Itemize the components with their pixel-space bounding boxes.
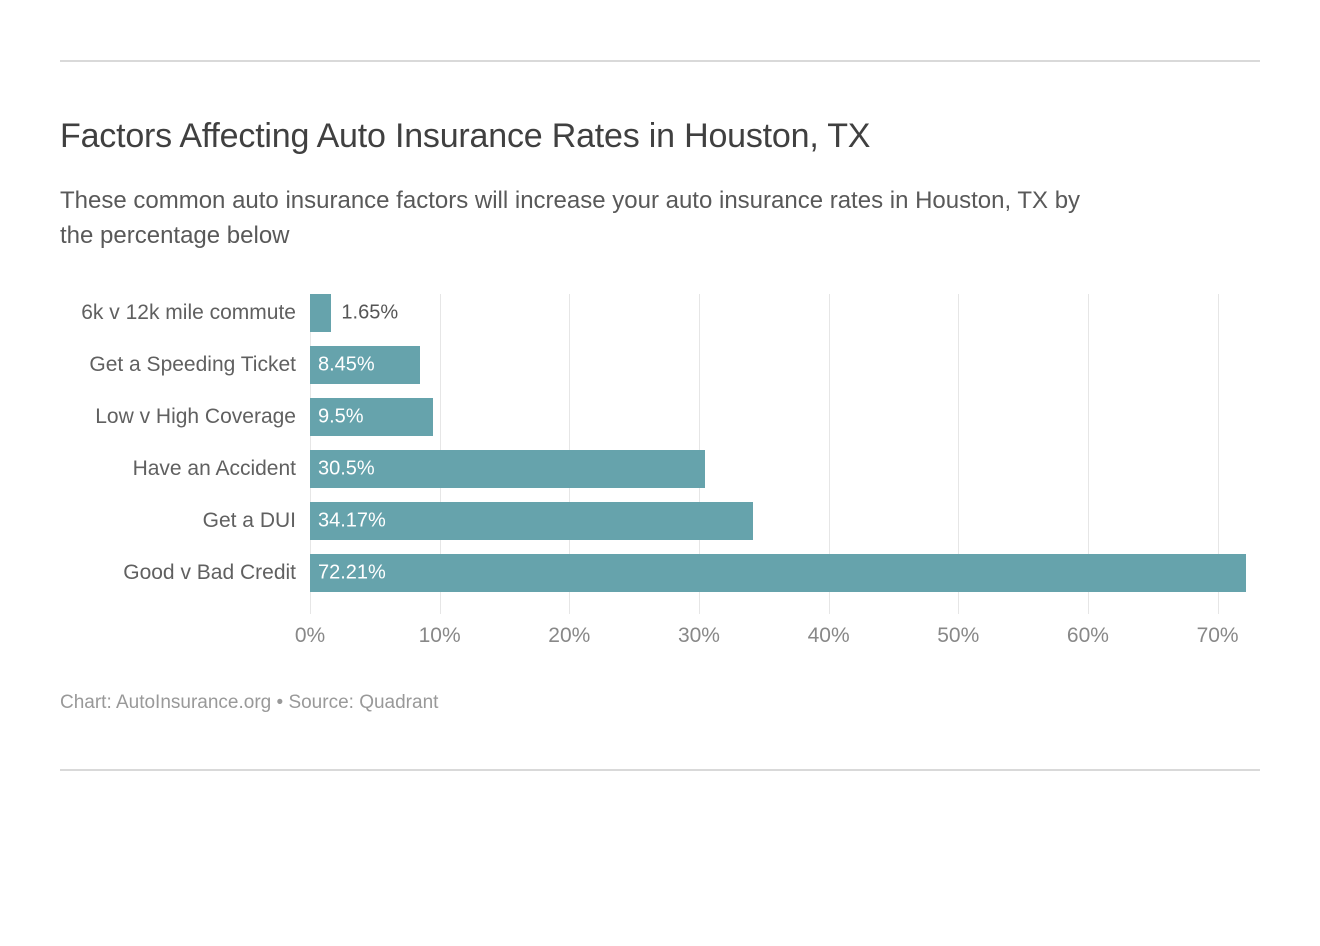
bottom-divider: [60, 769, 1260, 771]
value-label: 8.45%: [318, 353, 375, 376]
bar-row: Get a DUI34.17%: [310, 502, 1250, 540]
x-tick-label: 20%: [548, 624, 590, 648]
bar-row: Get a Speeding Ticket8.45%: [310, 346, 1250, 384]
category-label: Get a Speeding Ticket: [89, 353, 310, 377]
x-tick-label: 40%: [808, 624, 850, 648]
chart-attribution: Chart: AutoInsurance.org • Source: Quadr…: [60, 692, 1260, 714]
category-label: Good v Bad Credit: [123, 561, 310, 585]
chart-area: 6k v 12k mile commute1.65% Get a Speeding…: [310, 294, 1250, 654]
bar: [310, 294, 331, 332]
category-label: Have an Accident: [133, 457, 310, 481]
category-label: Low v High Coverage: [95, 405, 310, 429]
bar-row: 6k v 12k mile commute1.65%: [310, 294, 1250, 332]
x-tick-label: 60%: [1067, 624, 1109, 648]
category-label: Get a DUI: [203, 509, 310, 533]
bar-row: Good v Bad Credit72.21%: [310, 554, 1250, 592]
bar-row: Low v High Coverage9.5%: [310, 398, 1250, 436]
value-label: 1.65%: [341, 301, 398, 324]
x-tick-label: 30%: [678, 624, 720, 648]
value-label: 72.21%: [318, 561, 386, 584]
value-label: 9.5%: [318, 405, 364, 428]
chart-title: Factors Affecting Auto Insurance Rates i…: [60, 117, 1260, 156]
chart-container: Factors Affecting Auto Insurance Rates i…: [0, 0, 1320, 811]
x-tick-label: 0%: [295, 624, 325, 648]
chart-subtitle: These common auto insurance factors will…: [60, 184, 1120, 254]
bar-row: Have an Accident30.5%: [310, 450, 1250, 488]
value-label: 30.5%: [318, 457, 375, 480]
value-label: 34.17%: [318, 509, 386, 532]
x-tick-label: 70%: [1197, 624, 1239, 648]
x-tick-label: 10%: [419, 624, 461, 648]
category-label: 6k v 12k mile commute: [81, 301, 310, 325]
bar: [310, 554, 1246, 592]
chart-plot: 6k v 12k mile commute1.65% Get a Speeding…: [310, 294, 1250, 614]
top-divider: [60, 60, 1260, 62]
x-axis: 0%10%20%30%40%50%60%70%: [310, 614, 1250, 654]
x-tick-label: 50%: [937, 624, 979, 648]
